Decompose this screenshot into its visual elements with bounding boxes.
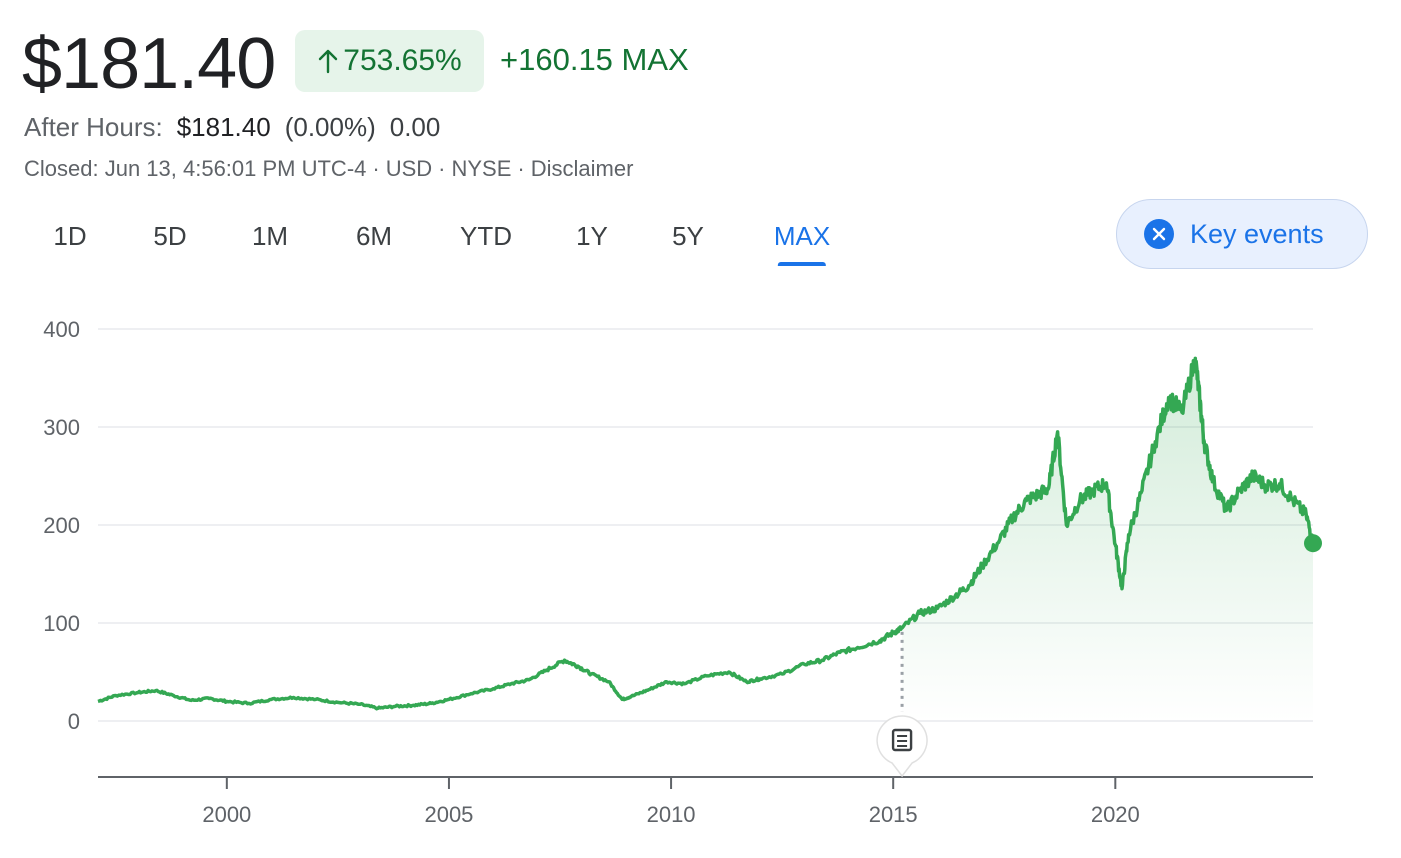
tab-5y[interactable]: 5Y bbox=[672, 221, 704, 251]
x-tick-label: 2000 bbox=[202, 802, 251, 827]
separator: · bbox=[438, 156, 446, 181]
separator: · bbox=[372, 156, 380, 181]
tab-6m[interactable]: 6M bbox=[355, 221, 393, 251]
after-hours-label: After Hours: bbox=[24, 112, 163, 142]
tab-ytd[interactable]: YTD bbox=[460, 221, 512, 251]
current-price-dot bbox=[1304, 534, 1322, 553]
after-hours-price: $181.40 bbox=[176, 112, 271, 142]
tab-1y[interactable]: 1Y bbox=[576, 221, 608, 251]
y-tick-label: 0 bbox=[68, 709, 80, 734]
disclaimer-link[interactable]: Disclaimer bbox=[530, 156, 634, 181]
change-percent-badge: 753.65% bbox=[295, 30, 484, 92]
event-marker[interactable] bbox=[876, 715, 928, 778]
x-tick-label: 2005 bbox=[424, 802, 473, 827]
price-chart: 0 100 200 300 400 2000 2005 2010 2015 2020 bbox=[43, 317, 1322, 827]
key-events-label: Key events bbox=[1190, 218, 1324, 249]
key-events-button[interactable]: Key events bbox=[1116, 199, 1368, 269]
stock-price: $181.40 bbox=[22, 24, 276, 104]
after-hours-percent: (0.00%) bbox=[284, 112, 376, 142]
arrow-up-icon bbox=[319, 49, 338, 74]
exchange: NYSE bbox=[451, 156, 512, 181]
tab-5d[interactable]: 5D bbox=[153, 221, 187, 251]
after-hours-change: 0.00 bbox=[389, 112, 441, 142]
market-meta: Closed: Jun 13, 4:56:01 PM UTC-4 · USD · NYS… bbox=[24, 155, 633, 183]
closed-time: Closed: Jun 13, 4:56:01 PM UTC-4 bbox=[24, 156, 367, 181]
after-hours-row: After Hours: $181.40 (0.00%) 0.00 bbox=[24, 110, 440, 144]
x-tick-label: 2020 bbox=[1091, 802, 1140, 827]
close-circle-icon bbox=[1144, 219, 1174, 249]
range-tabs: 1D 5D 1M 6M YTD 1Y 5Y MAX bbox=[0, 210, 900, 270]
price-area bbox=[902, 358, 1313, 721]
change-value: +160.15 MAX bbox=[500, 42, 689, 77]
tab-1d[interactable]: 1D bbox=[53, 221, 87, 251]
price-line bbox=[97, 356, 1315, 711]
y-tick-label: 400 bbox=[43, 317, 80, 342]
tab-max[interactable]: MAX bbox=[774, 210, 830, 266]
y-tick-label: 100 bbox=[43, 611, 80, 636]
document-icon bbox=[891, 728, 913, 752]
separator: · bbox=[517, 156, 525, 181]
currency: USD bbox=[385, 156, 433, 181]
x-tick-label: 2010 bbox=[647, 802, 696, 827]
x-tick-label: 2015 bbox=[869, 802, 918, 827]
y-tick-label: 300 bbox=[43, 415, 80, 440]
y-tick-label: 200 bbox=[43, 513, 80, 538]
tab-1m[interactable]: 1M bbox=[251, 221, 289, 251]
change-percent: 753.65% bbox=[343, 44, 462, 77]
